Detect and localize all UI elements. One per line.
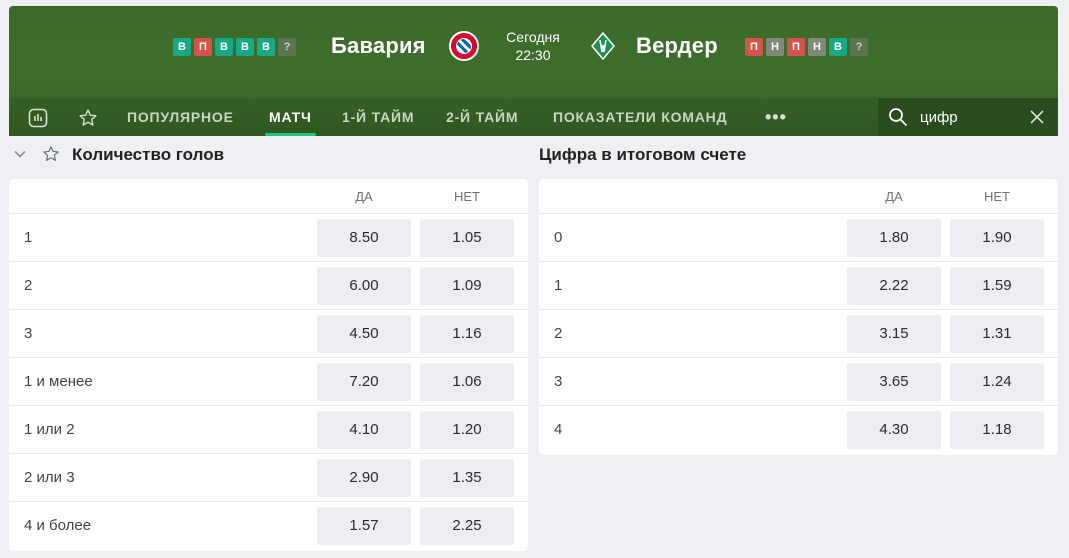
away-team-form: П Н П Н В?: [745, 38, 868, 56]
tab-first-half[interactable]: 1-Й ТАЙМ: [342, 109, 415, 125]
odds-yes-button[interactable]: 3.15: [847, 315, 941, 353]
table-row: 4 4.30 1.18: [539, 406, 1058, 454]
form-result-badge: В: [829, 38, 847, 56]
outcome-label: 2: [554, 325, 563, 342]
form-result-badge: В: [236, 38, 254, 56]
digit-market-title: Цифра в итоговом счете: [539, 145, 747, 164]
form-result-badge: В: [257, 38, 275, 56]
odds-no-button[interactable]: 1.16: [420, 315, 514, 353]
odds-yes-button[interactable]: 4.30: [847, 411, 941, 449]
chevron-down-icon[interactable]: [12, 146, 28, 162]
stats-icon[interactable]: [27, 107, 49, 129]
odds-yes-button[interactable]: 8.50: [317, 219, 411, 257]
form-result-badge: П: [194, 38, 212, 56]
outcome-label: 1: [24, 229, 33, 246]
werder-logo-icon: [591, 32, 615, 60]
odds-no-button[interactable]: 1.59: [950, 267, 1044, 305]
odds-yes-button[interactable]: 6.00: [317, 267, 411, 305]
odds-no-button[interactable]: 1.35: [420, 459, 514, 497]
table-row: 1 и менее 7.20 1.06: [9, 358, 528, 406]
tab-second-half[interactable]: 2-Й ТАЙМ: [446, 109, 519, 125]
outcome-label: 1 и менее: [24, 373, 93, 390]
market-tabs: ПОПУЛЯРНОЕ МАТЧ 1-Й ТАЙМ 2-Й ТАЙМ ПОКАЗА…: [9, 98, 1058, 136]
odds-yes-button[interactable]: 3.65: [847, 363, 941, 401]
match-kickoff-time: 22:30: [515, 47, 551, 63]
form-result-badge: ?: [278, 38, 296, 56]
odds-yes-button[interactable]: 4.10: [317, 411, 411, 449]
match-time: Сегодня 22:30: [492, 28, 574, 64]
form-result-badge: ?: [850, 38, 868, 56]
no-column-header: НЕТ: [454, 189, 480, 204]
outcome-label: 4: [554, 421, 563, 438]
table-row: 4 и более 1.57 2.25: [9, 502, 528, 550]
goals-market-table: ДА НЕТ 1 8.50 1.05 2 6.00 1.09 3 4.50 1.16 1 и ме…: [9, 179, 528, 551]
outcome-label: 1: [554, 277, 563, 294]
yes-column-header: ДА: [355, 189, 373, 204]
form-result-badge: В: [215, 38, 233, 56]
odds-no-button[interactable]: 1.90: [950, 219, 1044, 257]
favorites-star-icon[interactable]: [77, 107, 99, 129]
outcome-label: 4 и более: [24, 517, 92, 534]
table-row: 3 4.50 1.16: [9, 310, 528, 358]
odds-yes-button[interactable]: 2.90: [317, 459, 411, 497]
home-team-form: В П В В В?: [173, 38, 296, 56]
odds-no-button[interactable]: 1.20: [420, 411, 514, 449]
outcome-label: 3: [24, 325, 33, 342]
odds-yes-button[interactable]: 2.22: [847, 267, 941, 305]
outcome-label: 1 или 2: [24, 421, 75, 438]
form-result-badge: Н: [766, 38, 784, 56]
form-result-badge: П: [787, 38, 805, 56]
table-row: 0 1.80 1.90: [539, 214, 1058, 262]
search-input[interactable]: [920, 98, 1025, 136]
odds-no-button[interactable]: 2.25: [420, 507, 514, 545]
table-row: 2 6.00 1.09: [9, 262, 528, 310]
tab-team-stats[interactable]: ПОКАЗАТЕЛИ КОМАНД: [553, 109, 728, 125]
outcome-label: 0: [554, 229, 563, 246]
odds-yes-button[interactable]: 4.50: [317, 315, 411, 353]
table-row: 3 3.65 1.24: [539, 358, 1058, 406]
odds-no-button[interactable]: 1.06: [420, 363, 514, 401]
goals-market-title: Количество голов: [72, 145, 225, 164]
outcome-label: 3: [554, 373, 563, 390]
outcome-label: 2: [24, 277, 33, 294]
table-header: ДА НЕТ: [539, 179, 1058, 214]
odds-yes-button[interactable]: 7.20: [317, 363, 411, 401]
table-row: 2 или 3 2.90 1.35: [9, 454, 528, 502]
odds-no-button[interactable]: 1.09: [420, 267, 514, 305]
tab-match[interactable]: МАТЧ: [265, 98, 316, 136]
digit-market-table: ДА НЕТ 0 1.80 1.90 1 2.22 1.59 2 3.15 1.31 3 3.65 1…: [539, 179, 1058, 455]
odds-no-button[interactable]: 1.05: [420, 219, 514, 257]
table-row: 1 8.50 1.05: [9, 214, 528, 262]
match-date-label: Сегодня: [506, 29, 560, 45]
table-row: 1 2.22 1.59: [539, 262, 1058, 310]
more-tabs-button[interactable]: •••: [765, 107, 787, 127]
table-header: ДА НЕТ: [9, 179, 528, 214]
home-team-name: Бавария: [331, 33, 426, 58]
table-row: 2 3.15 1.31: [539, 310, 1058, 358]
close-icon[interactable]: [1028, 108, 1046, 126]
odds-yes-button[interactable]: 1.57: [317, 507, 411, 545]
outcome-label: 2 или 3: [24, 469, 75, 486]
tab-popular[interactable]: ПОПУЛЯРНОЕ: [127, 109, 234, 125]
yes-column-header: ДА: [885, 189, 903, 204]
star-icon[interactable]: [42, 145, 60, 163]
market-search: [878, 98, 1058, 136]
odds-yes-button[interactable]: 1.80: [847, 219, 941, 257]
no-column-header: НЕТ: [984, 189, 1010, 204]
away-team-name: Вердер: [636, 33, 718, 58]
form-result-badge: Н: [808, 38, 826, 56]
odds-no-button[interactable]: 1.18: [950, 411, 1044, 449]
form-result-badge: В: [173, 38, 191, 56]
odds-no-button[interactable]: 1.31: [950, 315, 1044, 353]
search-icon[interactable]: [888, 107, 908, 127]
form-result-badge: П: [745, 38, 763, 56]
odds-no-button[interactable]: 1.24: [950, 363, 1044, 401]
bayern-logo-icon: [449, 31, 479, 61]
table-row: 1 или 2 4.10 1.20: [9, 406, 528, 454]
